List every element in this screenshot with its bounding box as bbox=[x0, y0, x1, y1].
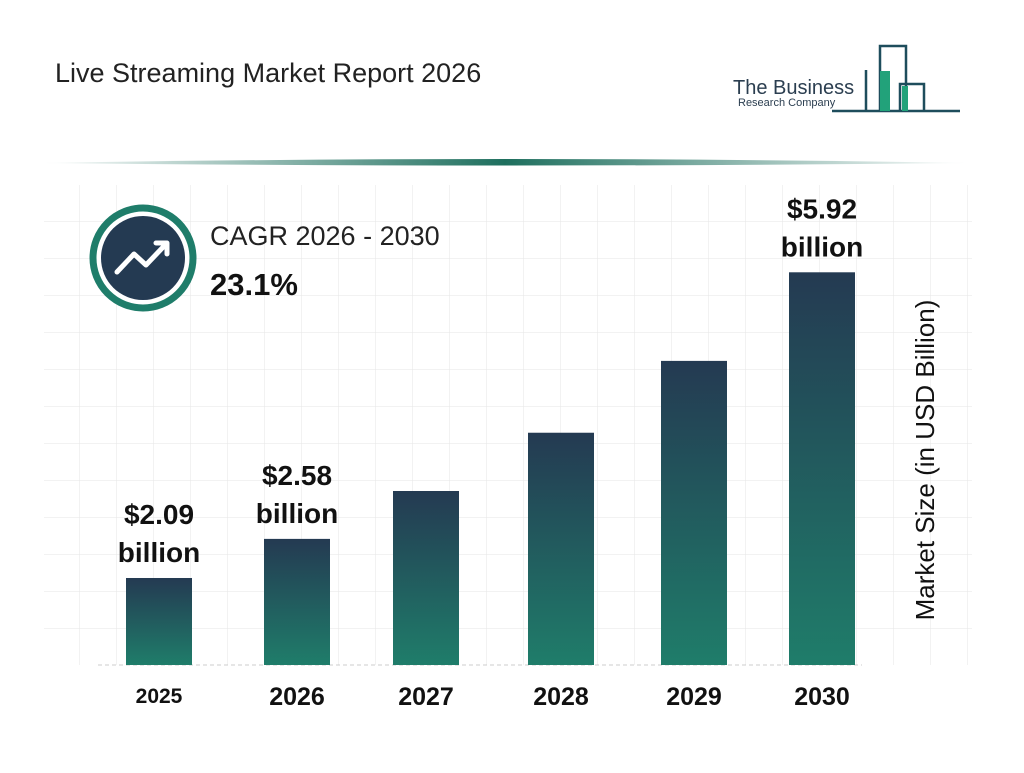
value-label: $5.92 billion bbox=[781, 193, 863, 262]
bar bbox=[393, 490, 459, 665]
x-tick-label: 2025 bbox=[136, 685, 183, 708]
logo: The Business Research Company bbox=[733, 44, 960, 113]
x-tick-label: 2028 bbox=[533, 683, 589, 711]
divider bbox=[40, 159, 970, 166]
x-tick-label: 2029 bbox=[666, 683, 722, 711]
y-axis-label: Market Size (in USD Billion) bbox=[910, 300, 940, 621]
x-tick-label: 2026 bbox=[269, 683, 325, 711]
bar bbox=[661, 360, 727, 665]
bar bbox=[126, 577, 192, 665]
value-label: $2.09 billion bbox=[118, 499, 200, 568]
x-tick-label: 2030 bbox=[794, 683, 850, 711]
bar bbox=[528, 432, 594, 665]
logo-text: The Business bbox=[733, 77, 854, 99]
x-tick-label: 2027 bbox=[398, 683, 454, 711]
bar bbox=[264, 538, 330, 665]
cagr-value: 23.1% bbox=[210, 267, 298, 302]
chart-title: Live Streaming Market Report 2026 bbox=[55, 58, 481, 88]
value-label: $2.58 billion bbox=[256, 460, 338, 529]
cagr-label: CAGR 2026 - 2030 bbox=[210, 221, 440, 251]
cagr-box: CAGR 2026 - 2030 23.1% bbox=[89, 204, 440, 312]
logo-subtext: Research Company bbox=[738, 97, 836, 109]
bar bbox=[789, 272, 855, 665]
